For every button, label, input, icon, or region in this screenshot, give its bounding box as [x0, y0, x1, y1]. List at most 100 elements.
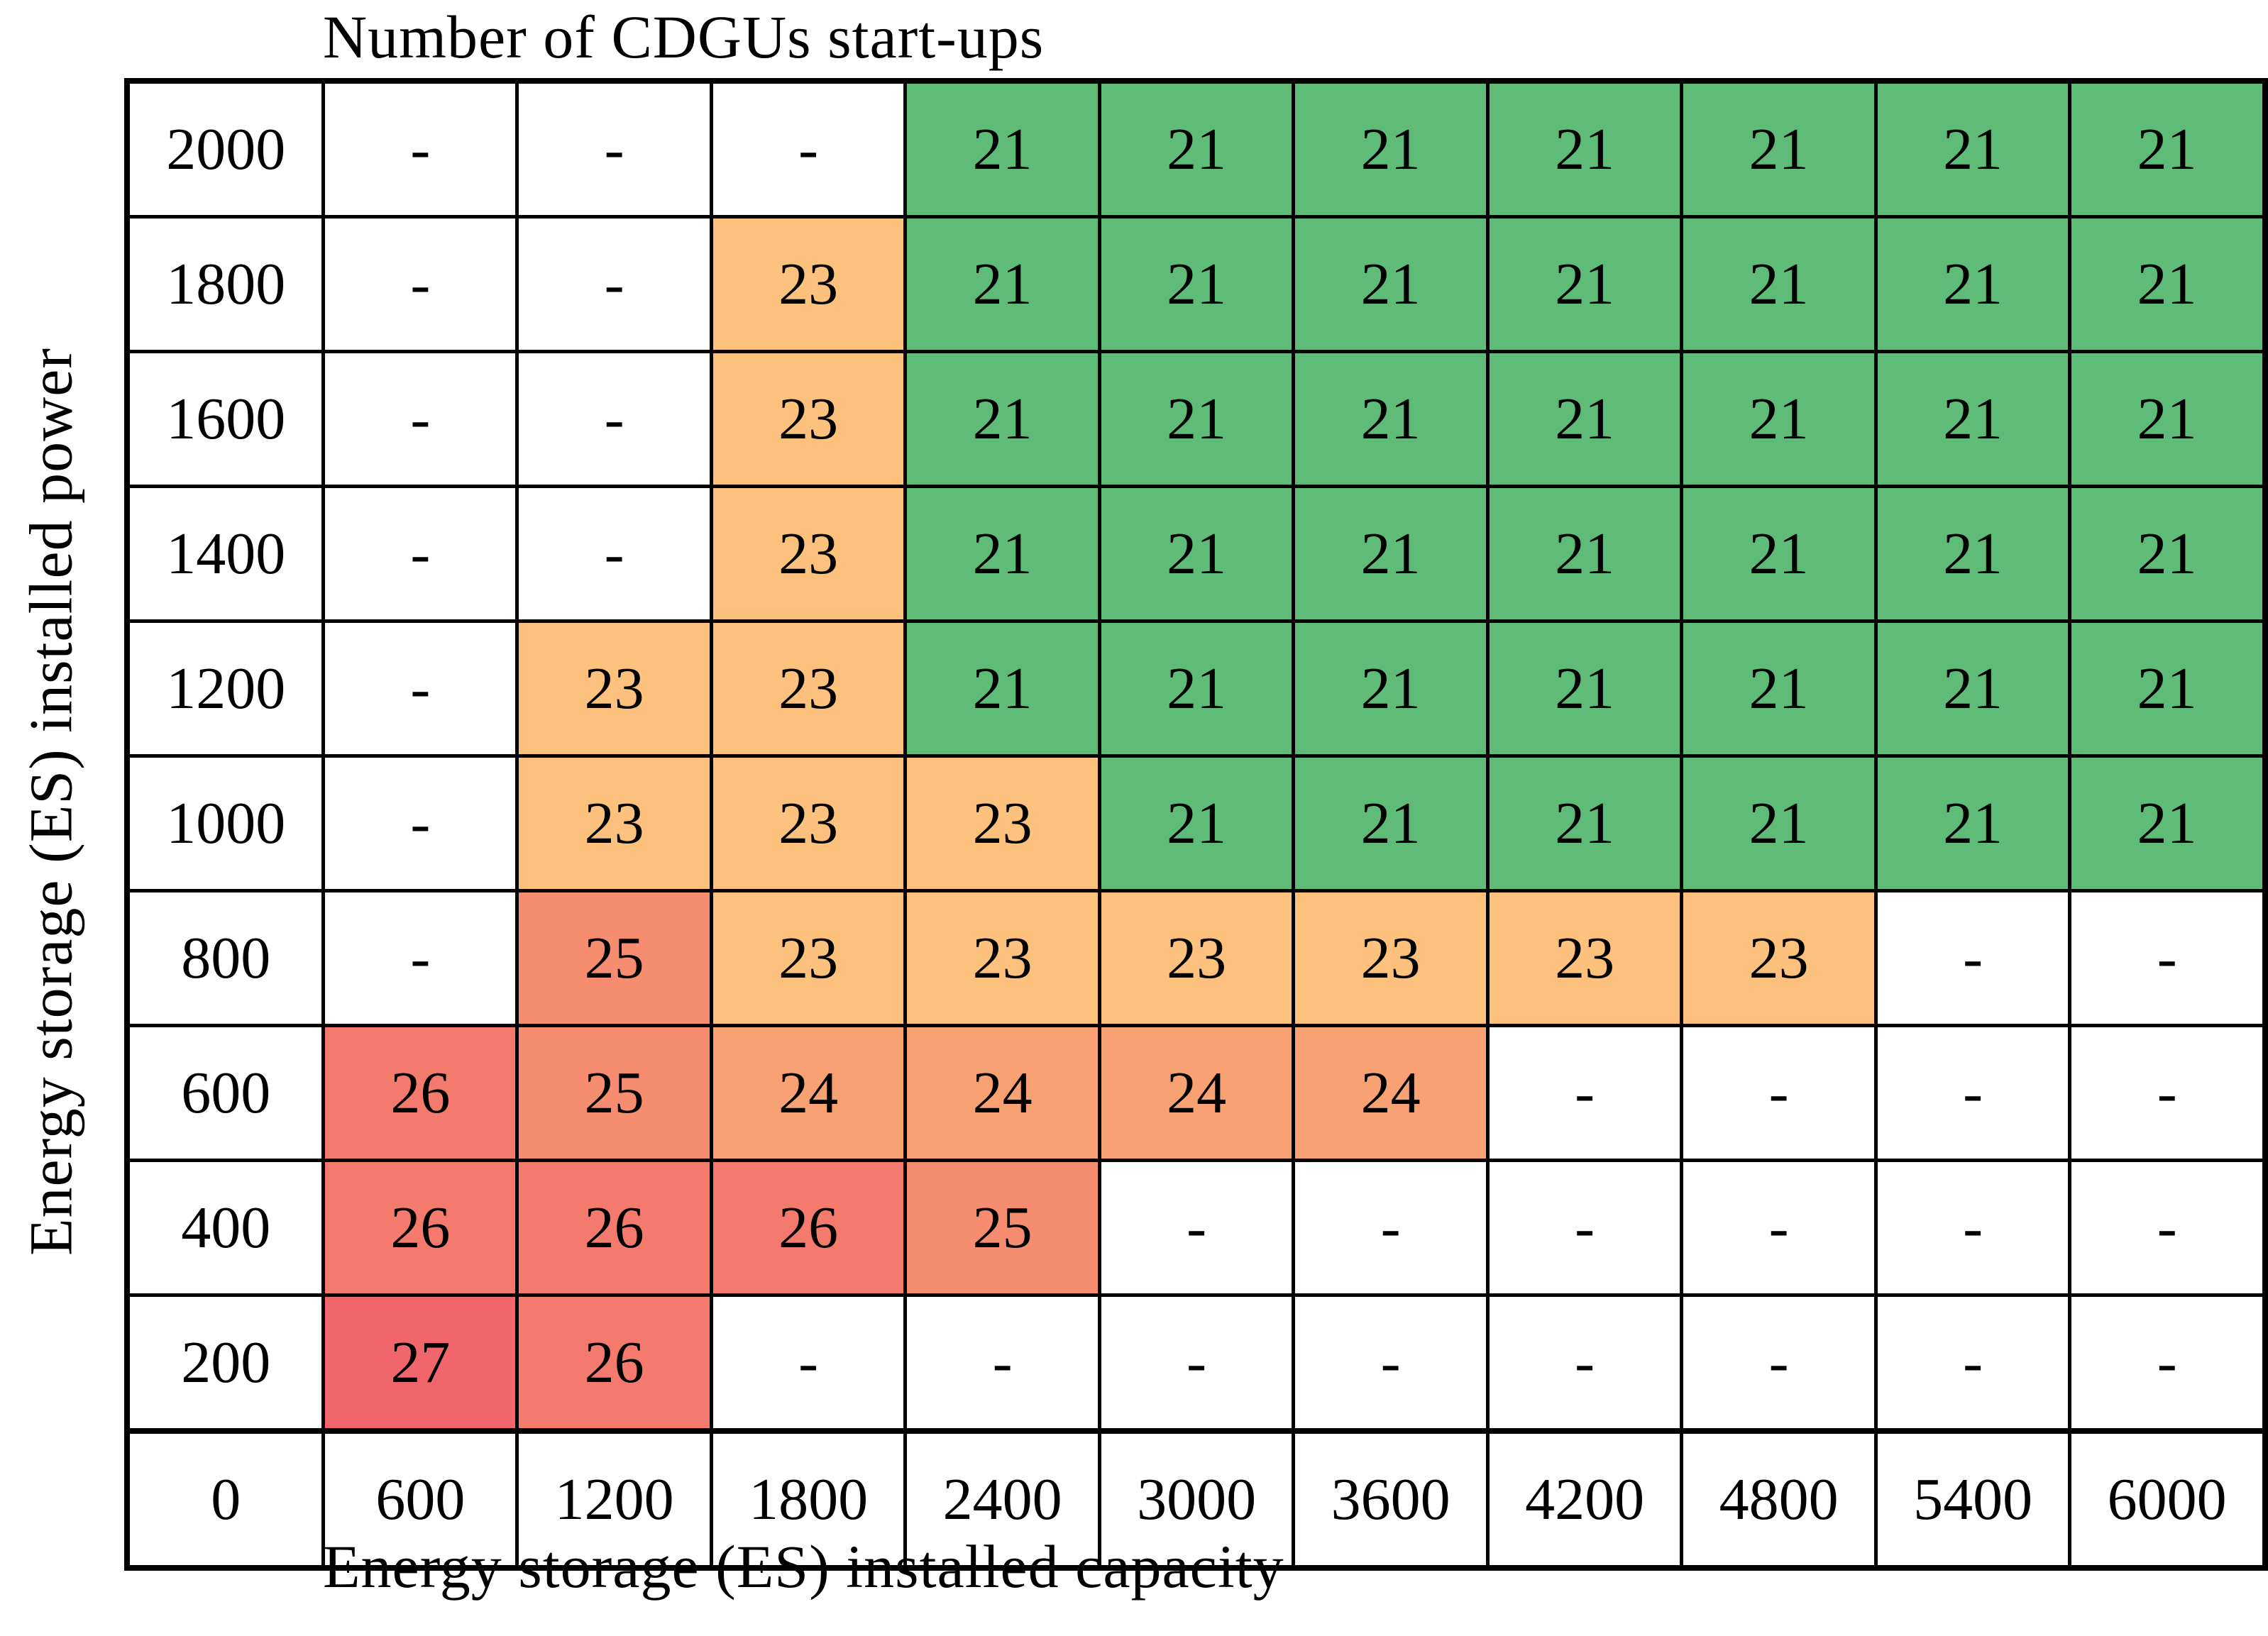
heatmap-row: 1200-23 23 21 21 21 21 21 21 21 — [125, 619, 2267, 758]
heatmap-row: 800-25 23 23 23 23 23 23- - — [125, 889, 2267, 1027]
heatmap-cell: 26 — [321, 1159, 519, 1297]
x-tick-label: 3000 — [1097, 1428, 1296, 1570]
heatmap-cell: 26 — [515, 1293, 713, 1433]
heatmap-cell: 21 — [1485, 754, 1684, 892]
heatmap-cell: 26 — [709, 1159, 908, 1297]
heatmap-cell: 21 — [903, 215, 1101, 353]
heatmap-cell-empty: - — [321, 889, 519, 1027]
y-tick-label: 1600 — [125, 350, 326, 488]
heatmap-cell: 23 — [1680, 889, 1878, 1027]
y-tick-label: 1000 — [125, 754, 326, 892]
heatmap-cell: 23 — [515, 754, 713, 892]
heatmap-cell: 21 — [1292, 350, 1490, 488]
heatmap-cell: 21 — [1097, 485, 1296, 623]
heatmap-cell-empty: - — [2068, 1024, 2267, 1162]
heatmap-cell-empty: - — [2068, 1159, 2267, 1297]
chart-title: Number of CDGUs start-ups — [323, 3, 1045, 71]
heatmap-cell: 21 — [2068, 619, 2267, 758]
heatmap-cell-empty: - — [321, 350, 519, 488]
heatmap-cell-empty: - — [321, 215, 519, 353]
heatmap-cell: 21 — [1097, 619, 1296, 758]
heatmap-cell: 21 — [2068, 350, 2267, 488]
heatmap-row: 200 27 26- - - - - - - - — [125, 1293, 2267, 1433]
heatmap-cell-empty: - — [709, 1293, 908, 1433]
heatmap-cell-empty: - — [2068, 889, 2267, 1027]
heatmap-cell-empty: - — [1873, 1293, 2072, 1433]
heatmap-cell: 21 — [903, 79, 1101, 219]
x-tick-label: 5400 — [1873, 1428, 2072, 1570]
origin-label: 0 — [125, 1428, 326, 1570]
y-tick-label: 800 — [125, 889, 326, 1027]
heatmap-cell: 21 — [1485, 619, 1684, 758]
heatmap-cell: 24 — [1097, 1024, 1296, 1162]
y-tick-label: 2000 — [125, 79, 326, 219]
heatmap-cell-empty: - — [321, 79, 519, 219]
x-axis-label: Energy storage (ES) installed capacity — [323, 1532, 1284, 1601]
y-axis-label: Energy storage (ES) installed power — [16, 347, 85, 1256]
heatmap-cell: 21 — [1485, 215, 1684, 353]
heatmap-cell: 24 — [1292, 1024, 1490, 1162]
heatmap-cell-empty: - — [1485, 1159, 1684, 1297]
heatmap-cell-empty: - — [515, 485, 713, 623]
heatmap-cell: 23 — [709, 485, 908, 623]
heatmap-cell: 25 — [903, 1159, 1101, 1297]
x-tick-label: 4200 — [1485, 1428, 1684, 1570]
heatmap-cell-empty: - — [1680, 1024, 1878, 1162]
heatmap-cell: 21 — [1292, 485, 1490, 623]
heatmap-row: 1000-23 23 23 21 21 21 21 21 21 — [125, 754, 2267, 892]
heatmap-cell: 26 — [321, 1024, 519, 1162]
heatmap-cell-empty: - — [1873, 1159, 2072, 1297]
heatmap-cell: 21 — [1873, 619, 2072, 758]
heatmap-cell: 21 — [1292, 754, 1490, 892]
heatmap-cell: 23 — [709, 889, 908, 1027]
heatmap-cell: 21 — [1680, 485, 1878, 623]
heatmap-cell: 21 — [1485, 350, 1684, 488]
x-tick-label: 1800 — [709, 1428, 908, 1570]
y-tick-label: 200 — [125, 1293, 326, 1433]
heatmap-cell: 21 — [903, 619, 1101, 758]
heatmap-cell: 27 — [321, 1293, 519, 1433]
heatmap-cell: 21 — [1097, 754, 1296, 892]
y-tick-label: 1800 — [125, 215, 326, 353]
heatmap-cell-empty: - — [515, 79, 713, 219]
heatmap-cell: 21 — [2068, 485, 2267, 623]
heatmap-cell: 21 — [903, 350, 1101, 488]
heatmap-cell-empty: - — [903, 1293, 1101, 1433]
heatmap-row: 400 26 26 26 25- - - - - - — [125, 1159, 2267, 1297]
heatmap-cell-empty: - — [1680, 1159, 1878, 1297]
heatmap-cell: 23 — [515, 619, 713, 758]
heatmap-cell-empty: - — [1873, 889, 2072, 1027]
heatmap-cell: 21 — [1873, 79, 2072, 219]
heatmap-body: 2000- - -21 21 21 21 21 21 21 1800- -23 21 21 21 21 21 2… — [125, 79, 2267, 1570]
heatmap-cell: 25 — [515, 1024, 713, 1162]
x-tick-label: 2400 — [903, 1428, 1101, 1570]
heatmap-cell: 24 — [709, 1024, 908, 1162]
heatmap-cell: 21 — [1292, 215, 1490, 353]
x-tick-label: 3600 — [1292, 1428, 1490, 1570]
heatmap-cell: 23 — [709, 754, 908, 892]
heatmap-cell: 23 — [903, 754, 1101, 892]
heatmap-cell: 21 — [1292, 79, 1490, 219]
heatmap-cell: 21 — [1680, 350, 1878, 488]
heatmap-row: 600 26 25 24 24 24 24- - - - — [125, 1024, 2267, 1162]
heatmap-cell: 21 — [1680, 79, 1878, 219]
heatmap-cell-empty: - — [321, 485, 519, 623]
heatmap-row: 1600- -23 21 21 21 21 21 21 21 — [125, 350, 2267, 488]
heatmap-cell: 23 — [1097, 889, 1296, 1027]
heatmap-cell: 21 — [1873, 215, 2072, 353]
heatmap-cell: 21 — [1097, 350, 1296, 488]
heatmap-cell-empty: - — [1292, 1293, 1490, 1433]
heatmap-cell: 21 — [2068, 754, 2267, 892]
heatmap-cell-empty: - — [1873, 1024, 2072, 1162]
heatmap-cell: 21 — [1873, 485, 2072, 623]
heatmap-cell-empty: - — [2068, 1293, 2267, 1433]
heatmap-row: 2000- - -21 21 21 21 21 21 21 — [125, 79, 2267, 219]
x-axis-row: 0 600 1200 1800 2400 3000 3600 4200 4800 5400 6000 — [125, 1428, 2267, 1570]
heatmap-cell: 21 — [1873, 754, 2072, 892]
heatmap-row: 1800- -23 21 21 21 21 21 21 21 — [125, 215, 2267, 353]
heatmap-row: 1400- -23 21 21 21 21 21 21 21 — [125, 485, 2267, 623]
y-tick-label: 1200 — [125, 619, 326, 758]
heatmap-cell: 23 — [709, 215, 908, 353]
heatmap-cell: 21 — [1873, 350, 2072, 488]
